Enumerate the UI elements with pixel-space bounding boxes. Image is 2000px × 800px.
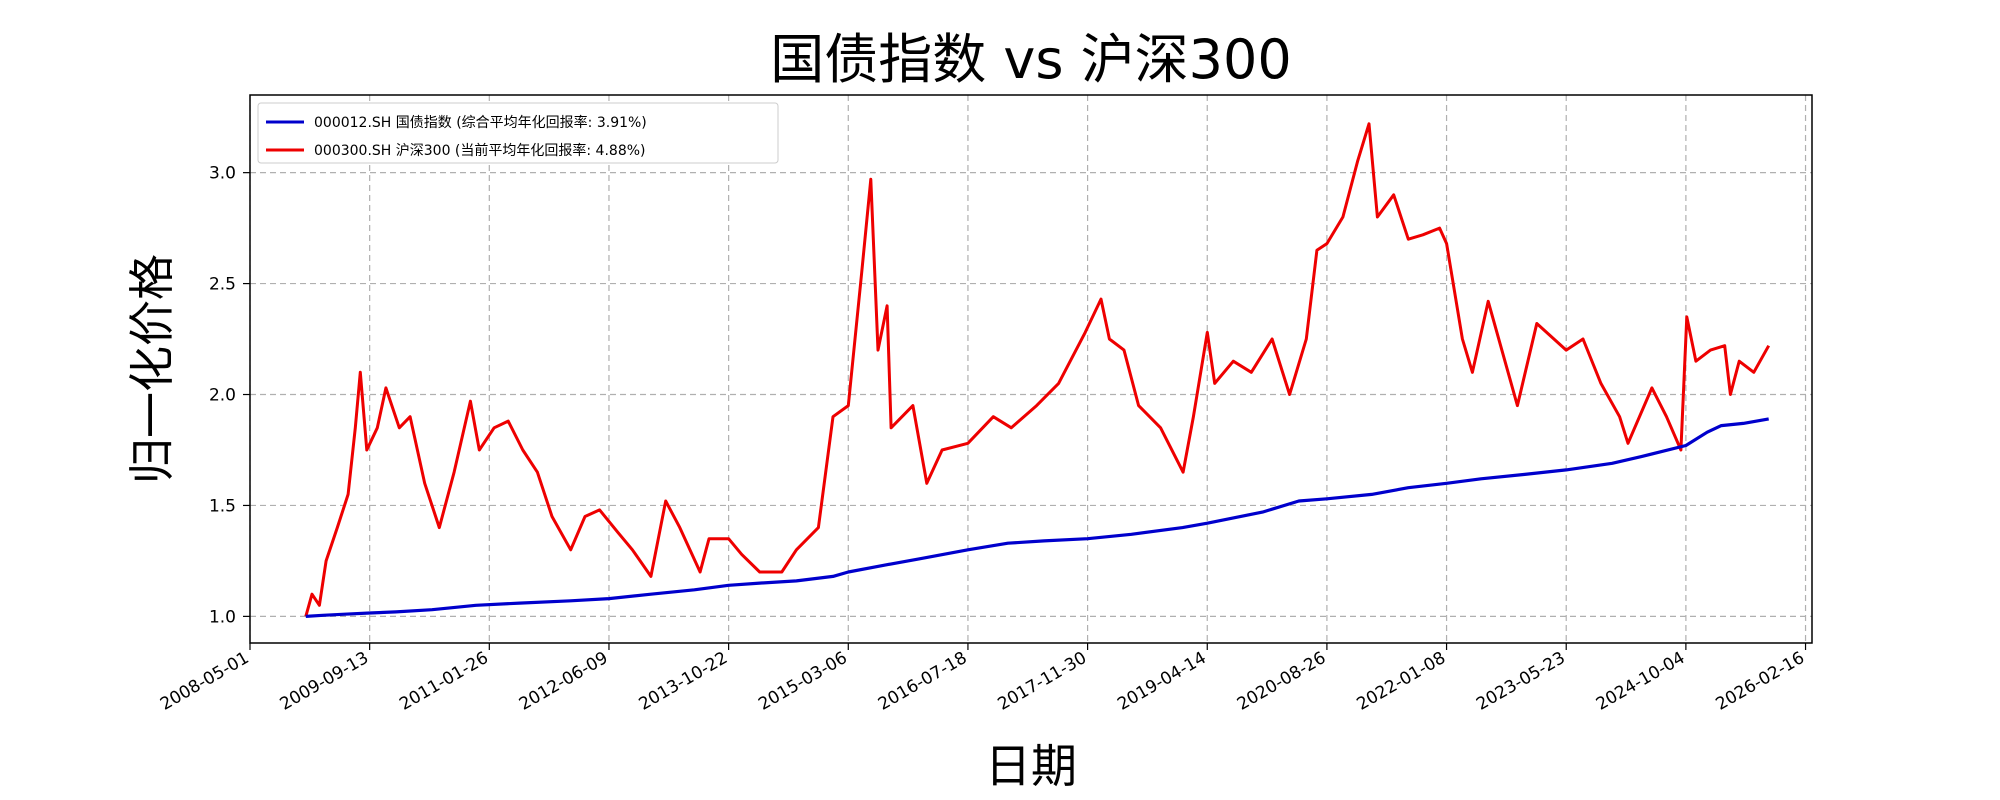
y-tick-label: 2.5 bbox=[209, 275, 236, 295]
plot-frame bbox=[249, 94, 1813, 644]
series-line-csi300 bbox=[304, 122, 1771, 617]
y-axis-label: 归一化价格 bbox=[125, 254, 179, 484]
x-axis-label: 日期 bbox=[985, 739, 1077, 793]
chart-title: 国债指数 vs 沪深300 bbox=[770, 28, 1292, 91]
grid bbox=[249, 95, 1812, 643]
series-line-bond-index bbox=[305, 417, 1769, 618]
y-tick-label: 1.0 bbox=[209, 607, 236, 627]
y-tick-label: 3.0 bbox=[209, 164, 236, 184]
y-axis: 1.0 1.5 2.0 2.5 3.0 bbox=[209, 164, 250, 627]
y-tick-label: 2.0 bbox=[209, 386, 236, 406]
legend-box bbox=[257, 102, 779, 164]
legend-label-csi300: 000300.SH 沪深300 (当前平均年化回报率: 4.88%) bbox=[314, 142, 646, 159]
legend-label-bond-index: 000012.SH 国债指数 (综合平均年化回报率: 3.91%) bbox=[314, 114, 647, 131]
legend: 000012.SH 国债指数 (综合平均年化回报率: 3.91%) 000300… bbox=[257, 102, 779, 164]
series-layer bbox=[304, 122, 1771, 618]
y-tick-label: 1.5 bbox=[209, 496, 236, 516]
